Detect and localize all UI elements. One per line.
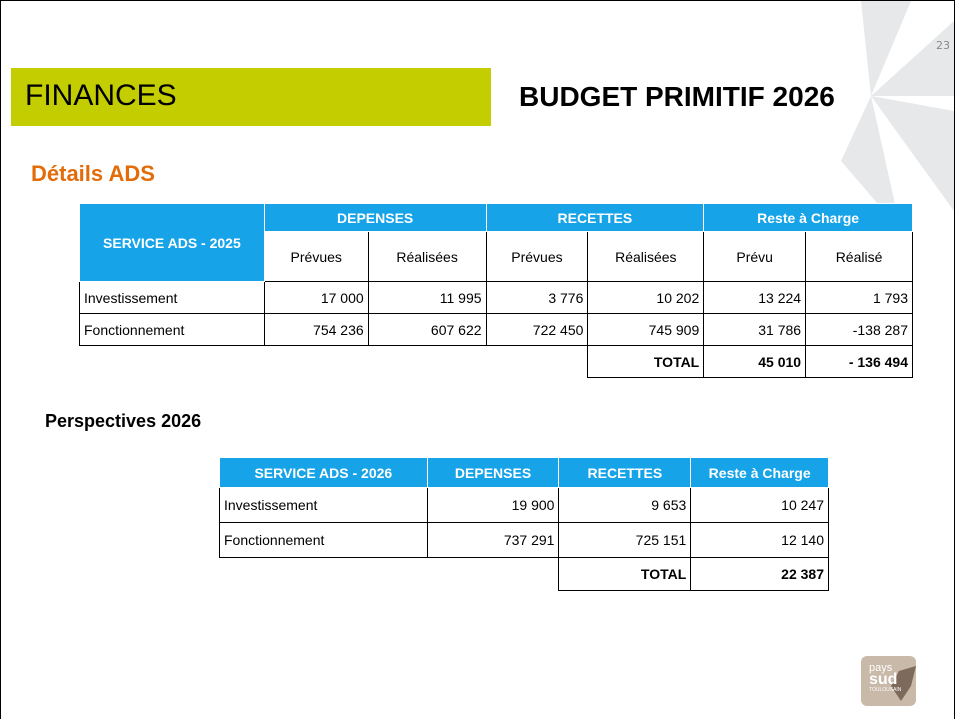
subheader: Réalisé xyxy=(806,232,913,282)
value-cell: 31 786 xyxy=(704,314,806,346)
row-label: Investissement xyxy=(220,488,428,523)
value-cell: 19 900 xyxy=(427,488,559,523)
group-header: DEPENSES xyxy=(264,204,486,232)
slide-title: BUDGET PRIMITIF 2026 xyxy=(519,81,835,113)
value-cell: 725 151 xyxy=(559,523,691,558)
subheader: Prévu xyxy=(704,232,806,282)
value-cell: 607 622 xyxy=(368,314,486,346)
subtitle: Perspectives 2026 xyxy=(45,411,201,432)
value-cell: 1 793 xyxy=(806,282,913,314)
value-cell: 13 224 xyxy=(704,282,806,314)
row-label: Investissement xyxy=(80,282,265,314)
subheader: Réalisées xyxy=(368,232,486,282)
total-cell: - 136 494 xyxy=(806,346,913,378)
value-cell: 17 000 xyxy=(264,282,368,314)
subheader: Prévues xyxy=(486,232,588,282)
value-cell: 745 909 xyxy=(588,314,704,346)
spacer xyxy=(220,558,559,591)
total-cell: 22 387 xyxy=(691,558,829,591)
value-cell: 737 291 xyxy=(427,523,559,558)
value-cell: 722 450 xyxy=(486,314,588,346)
section-label: FINANCES xyxy=(25,79,177,113)
total-label: TOTAL xyxy=(559,558,691,591)
logo-text: sud xyxy=(869,674,901,685)
column-header: DEPENSES xyxy=(427,458,559,488)
total-label: TOTAL xyxy=(588,346,704,378)
logo-text: TOULOUSAIN xyxy=(869,685,901,696)
value-cell: 10 202 xyxy=(588,282,704,314)
column-header: Reste à Charge xyxy=(691,458,829,488)
subheader: Prévues xyxy=(264,232,368,282)
column-header: RECETTES xyxy=(559,458,691,488)
slide: 23 FINANCES BUDGET PRIMITIF 2026 Détails… xyxy=(0,0,955,719)
value-cell: 754 236 xyxy=(264,314,368,346)
value-cell: 9 653 xyxy=(559,488,691,523)
value-cell: -138 287 xyxy=(806,314,913,346)
page-number: 23 xyxy=(936,39,950,52)
subheader: Réalisées xyxy=(588,232,704,282)
value-cell: 10 247 xyxy=(691,488,829,523)
value-cell: 3 776 xyxy=(486,282,588,314)
value-cell: 11 995 xyxy=(368,282,486,314)
value-cell: 12 140 xyxy=(691,523,829,558)
group-header: RECETTES xyxy=(486,204,704,232)
spacer xyxy=(80,346,588,378)
total-cell: 45 010 xyxy=(704,346,806,378)
logo: pays sud TOULOUSAIN xyxy=(869,663,901,696)
group-header: Reste à Charge xyxy=(704,204,913,232)
column-header: SERVICE ADS - 2026 xyxy=(220,458,428,488)
corner-header: SERVICE ADS - 2025 xyxy=(80,204,265,282)
row-label: Fonctionnement xyxy=(220,523,428,558)
row-label: Fonctionnement xyxy=(80,314,265,346)
section-title: Détails ADS xyxy=(31,161,155,187)
